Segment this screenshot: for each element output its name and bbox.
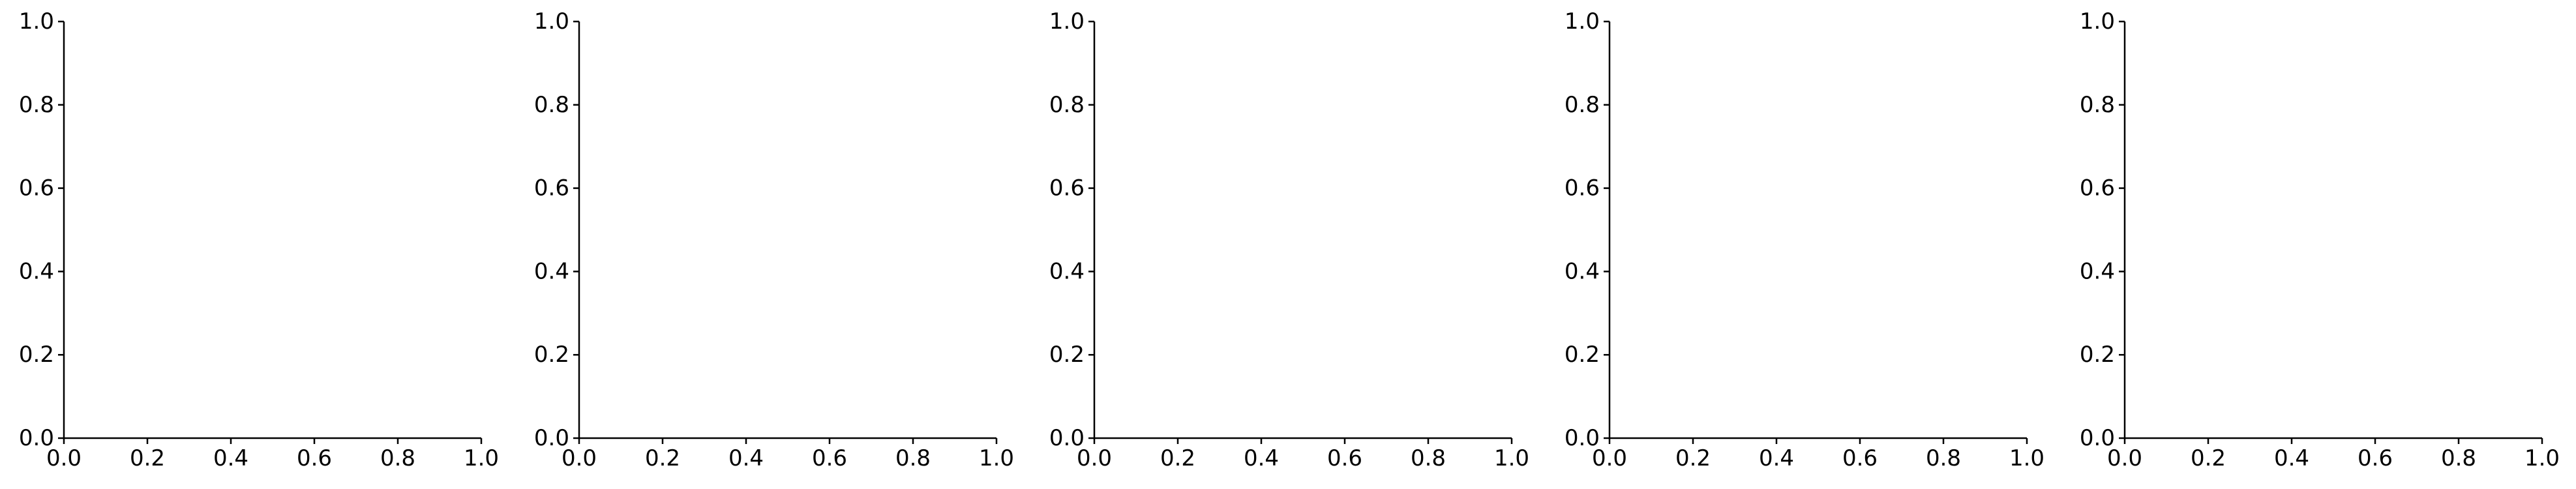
x-tick-label: 1.0: [464, 445, 499, 471]
x-tick-label: 1.0: [1494, 445, 1529, 471]
y-tick-label: 0.8: [534, 92, 569, 118]
y-tick-label: 0.8: [2080, 92, 2115, 118]
x-tick-label: 0.4: [2274, 445, 2309, 471]
y-tick-label: 1.0: [2080, 8, 2115, 35]
chart-panel-1: 0.0 0.2 0.4 0.6 0.8 1.0 0.0 0.2 0.4 0.6 0.8 1.0: [19, 8, 499, 471]
y-tick-label: 0.0: [19, 425, 54, 451]
y-tick-label: 0.8: [19, 92, 54, 118]
x-tick-label: 0.2: [1160, 445, 1195, 471]
x-tick-label: 0.8: [1411, 445, 1446, 471]
y-tick-label: 0.6: [1565, 175, 1600, 201]
x-tick-label: 0.8: [380, 445, 415, 471]
y-tick-label: 0.4: [1565, 258, 1600, 284]
x-tick-label: 0.8: [895, 445, 931, 471]
y-tick-label: 0.4: [2080, 258, 2115, 284]
y-tick-label: 0.0: [1565, 425, 1600, 451]
y-tick-label: 0.4: [1049, 258, 1085, 284]
y-tick-label: 0.2: [2080, 342, 2115, 368]
y-tick-label: 1.0: [1565, 8, 1600, 35]
y-tick-label: 0.0: [2080, 425, 2115, 451]
x-tick-label: 0.8: [2441, 445, 2476, 471]
x-tick-label: 0.6: [1327, 445, 1362, 471]
x-tick-label: 1.0: [2009, 445, 2044, 471]
y-tick-label: 0.4: [534, 258, 569, 284]
x-tick-label: 0.0: [1077, 445, 1112, 471]
x-tick-label: 0.6: [297, 445, 332, 471]
x-tick-label: 0.2: [2191, 445, 2226, 471]
y-tick-label: 0.6: [2080, 175, 2115, 201]
y-tick-label: 0.2: [19, 342, 54, 368]
x-tick-label: 0.6: [812, 445, 847, 471]
x-tick-label: 0.4: [1759, 445, 1794, 471]
y-tick-label: 0.8: [1565, 92, 1600, 118]
x-tick-label: 0.6: [2358, 445, 2393, 471]
x-tick-label: 0.2: [1675, 445, 1711, 471]
x-tick-label: 1.0: [979, 445, 1014, 471]
y-tick-label: 0.2: [1565, 342, 1600, 368]
x-tick-label: 0.8: [1926, 445, 1961, 471]
y-tick-label: 0.6: [1049, 175, 1085, 201]
x-tick-label: 0.4: [213, 445, 248, 471]
x-tick-label: 0.4: [1244, 445, 1279, 471]
y-tick-label: 1.0: [1049, 8, 1085, 35]
y-tick-label: 0.6: [19, 175, 54, 201]
y-tick-label: 1.0: [19, 8, 54, 35]
y-tick-label: 0.0: [1049, 425, 1085, 451]
x-tick-label: 0.2: [130, 445, 165, 471]
x-tick-label: 0.0: [1592, 445, 1627, 471]
y-tick-label: 0.4: [19, 258, 54, 284]
x-tick-label: 0.0: [2107, 445, 2142, 471]
chart-panel-3: 0.0 0.2 0.4 0.6 0.8 1.0 0.0 0.2 0.4 0.6 0.8 1.0: [1049, 8, 1529, 471]
x-tick-label: 0.4: [728, 445, 764, 471]
x-tick-label: 0.0: [46, 445, 82, 471]
chart-panel-5: 0.0 0.2 0.4 0.6 0.8 1.0 0.0 0.2 0.4 0.6 0.8 1.0: [2080, 8, 2560, 471]
chart-panel-4: 0.0 0.2 0.4 0.6 0.8 1.0 0.0 0.2 0.4 0.6 0.8 1.0: [1565, 8, 2044, 471]
x-tick-label: 0.2: [645, 445, 680, 471]
y-tick-label: 0.8: [1049, 92, 1085, 118]
y-tick-label: 1.0: [534, 8, 569, 35]
chart-panel-2: 0.0 0.2 0.4 0.6 0.8 1.0 0.0 0.2 0.4 0.6 0.8 1.0: [534, 8, 1014, 471]
y-tick-label: 0.0: [534, 425, 569, 451]
x-tick-label: 0.6: [1842, 445, 1878, 471]
y-tick-label: 0.6: [534, 175, 569, 201]
x-tick-label: 0.0: [562, 445, 597, 471]
x-tick-label: 1.0: [2524, 445, 2560, 471]
y-tick-label: 0.2: [1049, 342, 1085, 368]
y-tick-label: 0.2: [534, 342, 569, 368]
